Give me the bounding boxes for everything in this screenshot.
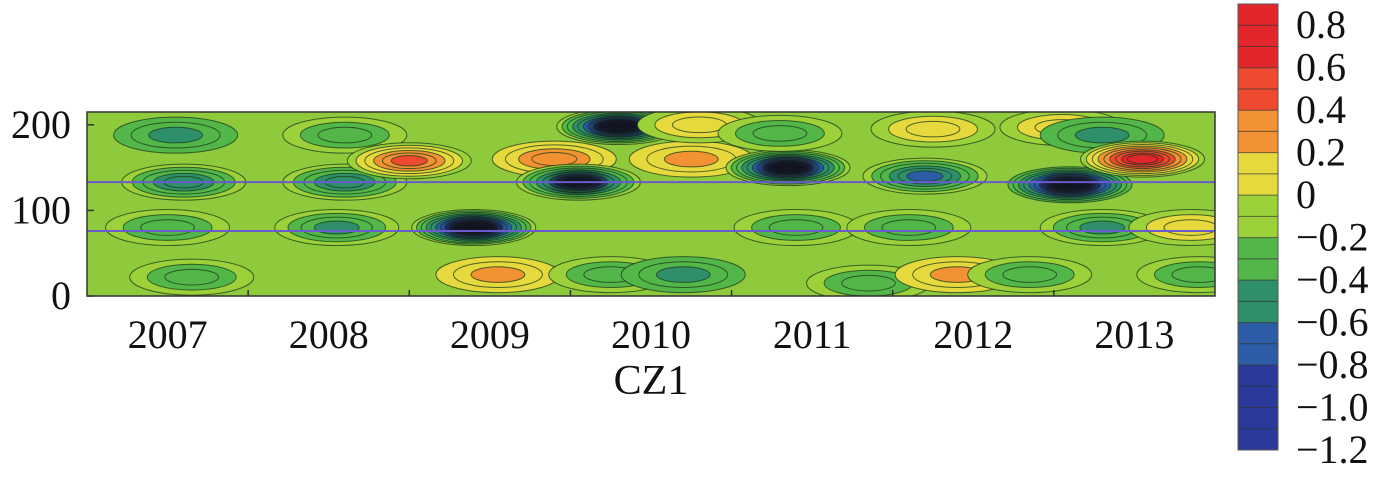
contour-level: [1126, 154, 1159, 164]
x-tick-label: 2011: [773, 312, 852, 357]
contour-level: [655, 266, 711, 283]
contour-feature: [733, 209, 859, 247]
contour-level: [663, 150, 719, 168]
colorbar-tick-label: −0.6: [1296, 300, 1369, 345]
contour-feature: [113, 116, 239, 154]
x-tick-label: 2012: [933, 312, 1013, 357]
contour-feature: [1128, 209, 1215, 247]
contour-level: [313, 220, 360, 235]
contour-level: [906, 170, 944, 182]
colorbar-band: [1238, 4, 1278, 68]
x-tick-label: 2009: [450, 312, 530, 357]
contour-feature: [628, 140, 754, 178]
contour-feature: [129, 258, 255, 296]
contour-level: [905, 120, 961, 138]
plot-area: 2007 2008 2009 2010 2011 2012 2013 0 100 200 CZ1: [11, 102, 1216, 404]
contour-feature: [282, 116, 408, 154]
x-axis-title: CZ1: [614, 358, 689, 404]
colorbar-tick-label: 0: [1296, 172, 1316, 217]
contour-feature: [1136, 256, 1215, 294]
colorbar-tick-label: −0.4: [1296, 257, 1369, 302]
x-tick-label: 2013: [1094, 312, 1174, 357]
contour-feature: [1079, 140, 1205, 178]
contour-core: [760, 157, 816, 178]
contour-core: [1042, 174, 1098, 195]
contour-core: [445, 217, 502, 238]
contour-level: [1079, 220, 1126, 235]
colorbar-tick-label: −0.8: [1296, 342, 1369, 387]
contour-feature: [1039, 209, 1165, 247]
contour-feature: [846, 209, 972, 247]
colorbar-frame: [1237, 3, 1279, 451]
x-tick-label: 2010: [611, 312, 691, 357]
contour-level: [1002, 266, 1058, 283]
contour-level: [531, 152, 578, 167]
contour-level: [1171, 266, 1215, 283]
contour-level: [470, 266, 526, 283]
plot-frame: [86, 111, 1216, 297]
contour-feature: [862, 157, 988, 195]
contour-feature: [870, 112, 996, 148]
y-tick-label: 0: [51, 273, 71, 318]
colorbar-tick-label: 0.6: [1296, 45, 1346, 90]
x-tick-label: 2007: [128, 312, 208, 357]
contour-level: [671, 116, 727, 134]
colorbar-tick-label: −1.0: [1296, 385, 1369, 430]
reference-lines: [87, 181, 1215, 232]
contour-level: [148, 126, 203, 144]
contour-feature: [620, 256, 746, 294]
contour-feature: [274, 209, 400, 247]
contour-feature: [411, 209, 537, 247]
colorbar-tick-label: −1.2: [1296, 427, 1369, 472]
colorbar-bands: [1238, 4, 1278, 450]
x-tick-label: 2008: [289, 312, 369, 357]
contour-level: [881, 219, 937, 236]
y-axis: 0 100 200: [11, 102, 94, 318]
contour-feature: [346, 142, 472, 180]
x-axis: 2007 2008 2009 2010 2011 2012 2013: [128, 290, 1174, 357]
contour-feature: [1007, 166, 1133, 204]
contour-level: [140, 219, 195, 236]
colorbar-tick-label: 0.2: [1296, 130, 1346, 175]
y-tick-label: 100: [11, 187, 71, 232]
contour-core: [590, 116, 647, 137]
contour-level: [768, 219, 824, 236]
contour-feature: [725, 149, 851, 187]
contour-level: [752, 125, 808, 142]
contour-feature: [435, 256, 561, 294]
colorbar-ticks: 0.80.60.40.20−0.2−0.4−0.6−0.8−1.0−1.2: [1296, 2, 1369, 472]
contour-feature: [717, 114, 843, 152]
contour-level: [1074, 126, 1130, 144]
contour-level: [1163, 219, 1215, 236]
contour-level: [390, 155, 428, 167]
colorbar-tick-label: 0.4: [1296, 87, 1346, 132]
colorbar-tick-label: −0.2: [1296, 215, 1369, 260]
contour-level: [317, 126, 373, 144]
contour-feature: [967, 256, 1093, 294]
contour-level: [841, 274, 896, 292]
contour-level: [164, 268, 220, 286]
y-tick-label: 200: [11, 102, 71, 147]
colorbar: 0.80.60.40.20−0.2−0.4−0.6−0.8−1.0−1.2: [1237, 2, 1369, 472]
contour-feature: [105, 209, 231, 247]
colorbar-tick-label: 0.8: [1296, 2, 1346, 47]
